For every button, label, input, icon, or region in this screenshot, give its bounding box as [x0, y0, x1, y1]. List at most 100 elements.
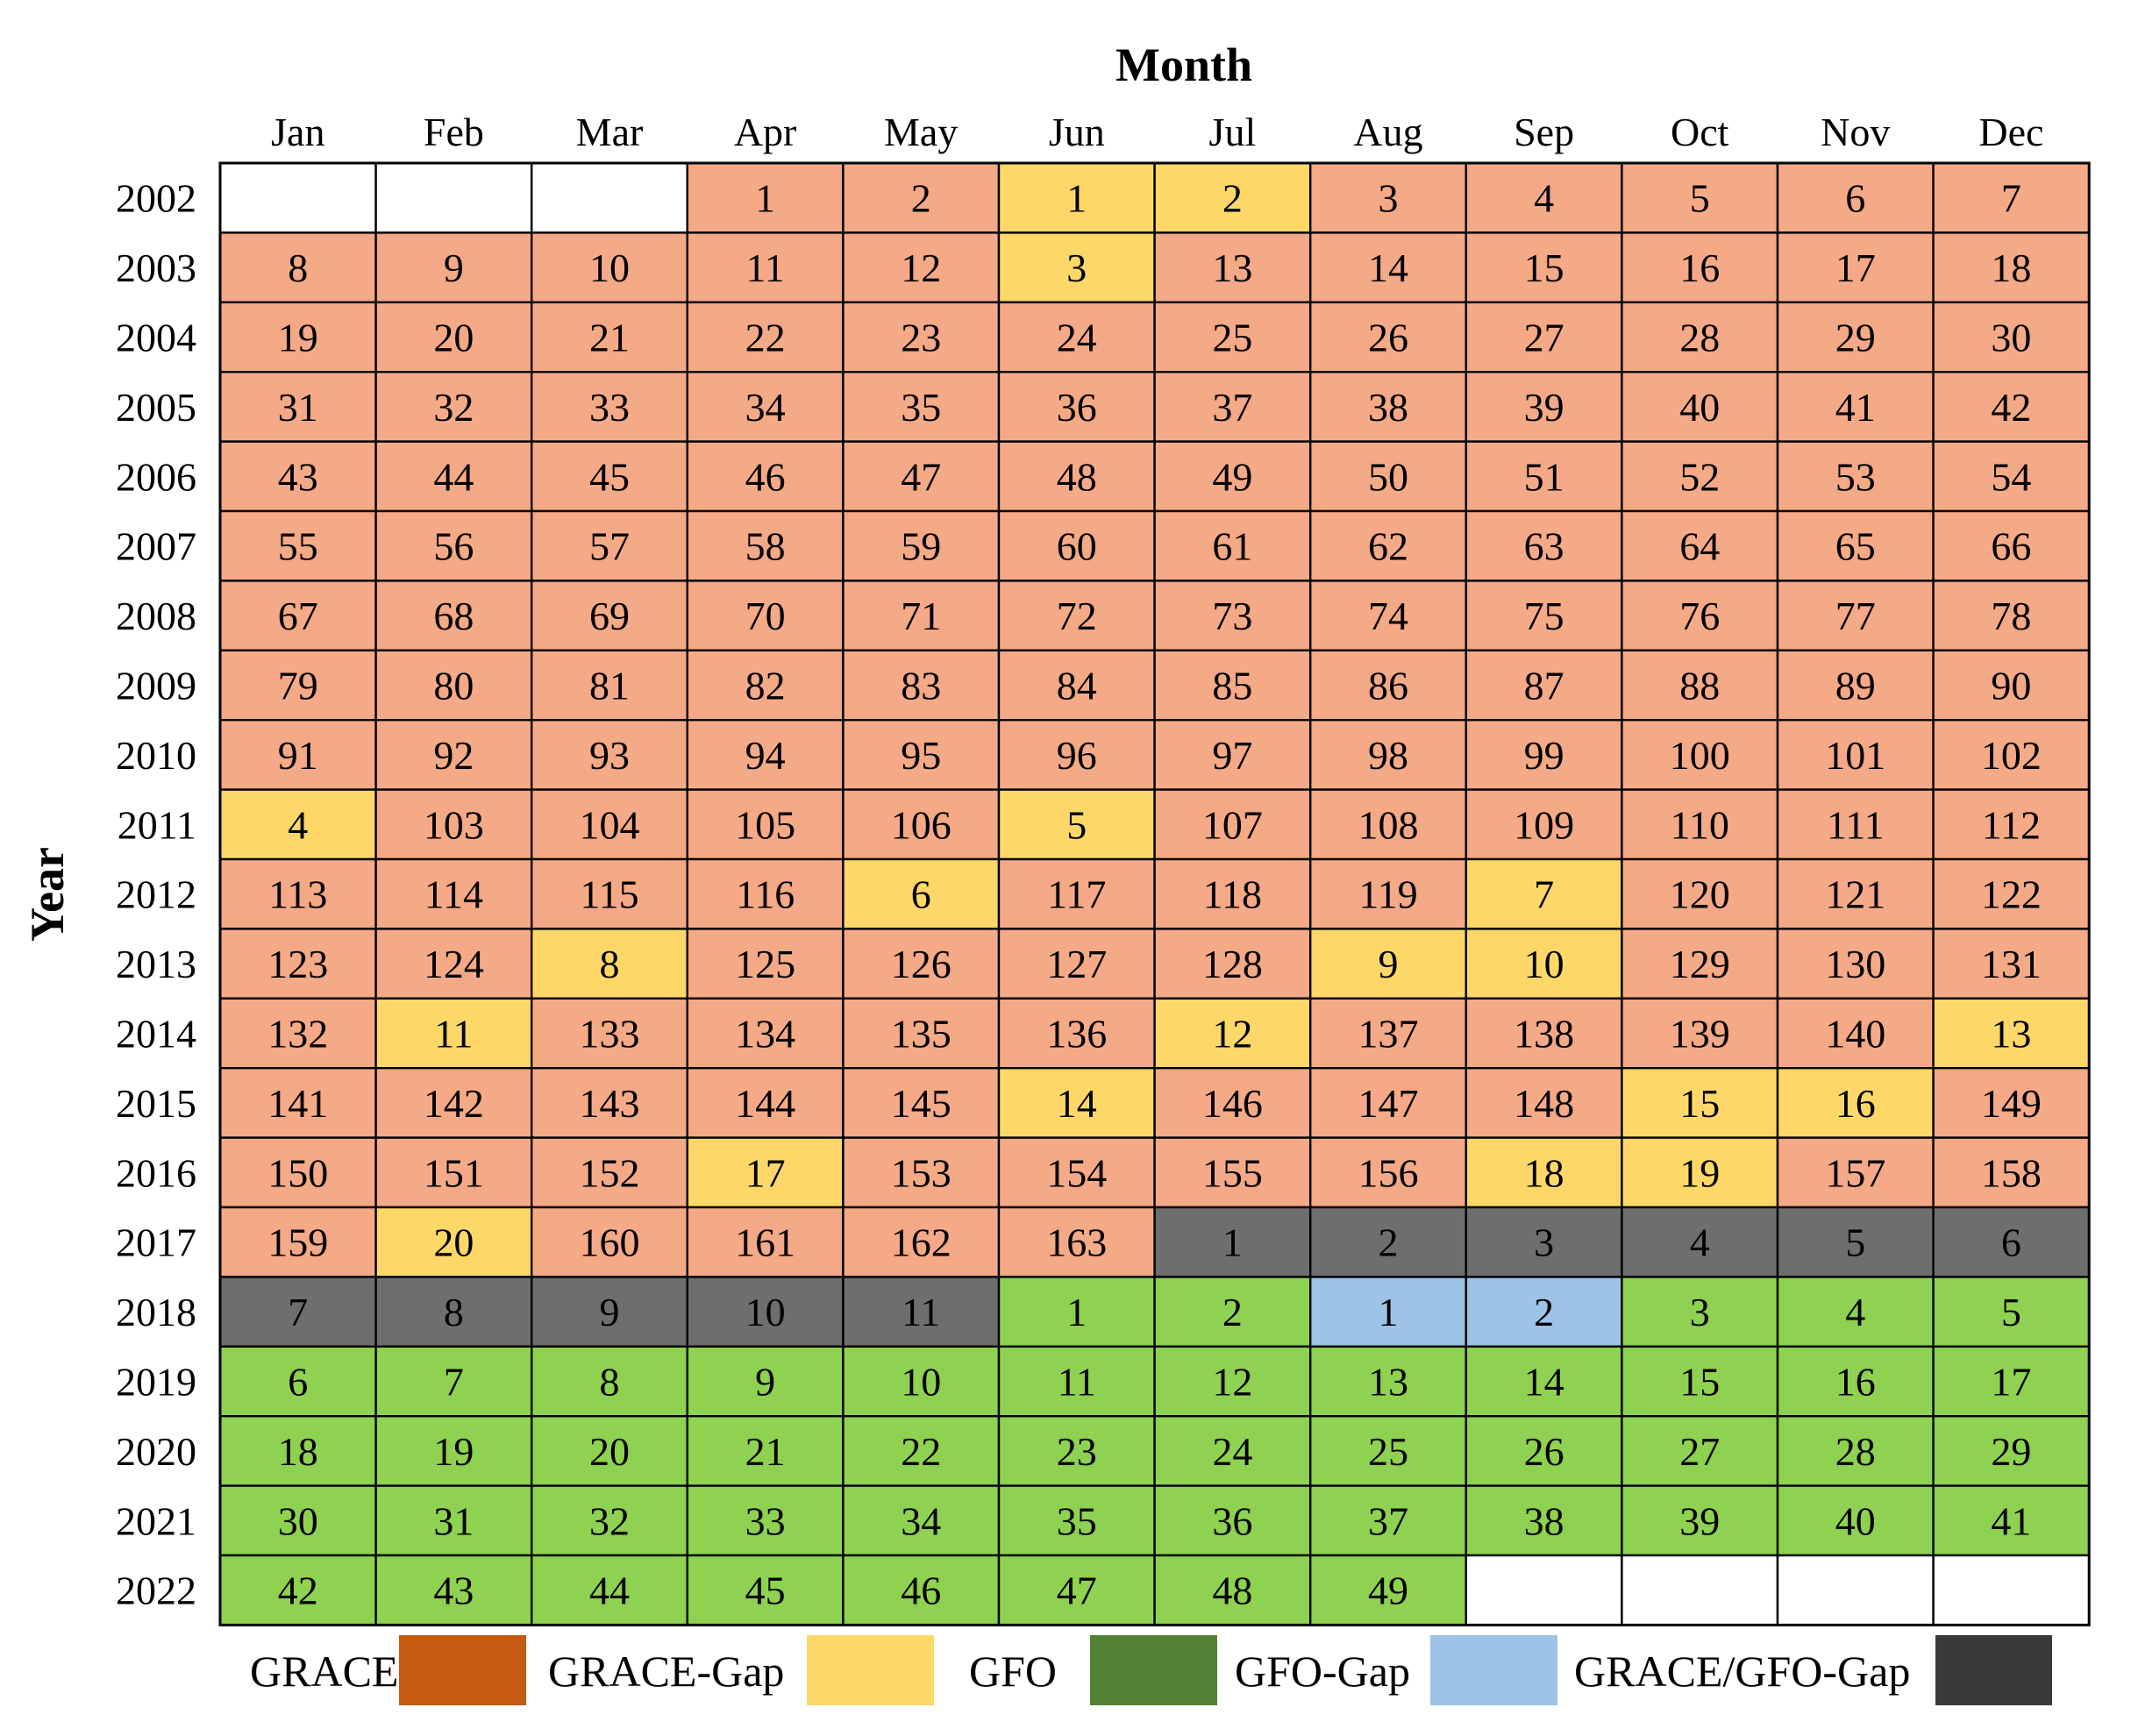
- table-cell-2010-mar: 93: [531, 719, 689, 791]
- cell-label: 2: [1379, 1220, 1399, 1265]
- cell-fill: [842, 857, 1001, 930]
- table-cell-2003-apr: 11: [686, 231, 845, 303]
- cell-label: 7: [288, 1290, 308, 1334]
- table-cell-2018-mar: 9: [531, 1276, 689, 1348]
- cell-label: 10: [589, 245, 630, 290]
- table-cell-2008-feb: 68: [374, 580, 533, 652]
- table-cell-2017-mar: 160: [531, 1206, 689, 1278]
- cell-fill: [1776, 1206, 1935, 1278]
- table-cell-2016-jun: 154: [997, 1136, 1156, 1209]
- cell-label: 10: [901, 1360, 941, 1405]
- cell-fill: [842, 1276, 1001, 1348]
- cell-fill: [1776, 1136, 1935, 1209]
- cell-label: 149: [1981, 1081, 2042, 1126]
- cell-label: 18: [1991, 245, 2031, 290]
- cell-label: 8: [600, 942, 620, 986]
- cell-label: 93: [589, 733, 630, 778]
- cell-label: 23: [901, 316, 941, 360]
- table-cell-2006-oct: 52: [1621, 440, 1779, 513]
- cell-label: 77: [1835, 594, 1876, 638]
- cell-label: 82: [745, 664, 786, 708]
- table-cell-2010-jun: 96: [997, 719, 1156, 791]
- cell-label: 152: [580, 1150, 640, 1195]
- cell-fill: [842, 997, 1001, 1070]
- cell-fill: [1153, 788, 1312, 861]
- cell-label: 13: [1991, 1012, 2031, 1057]
- cell-fill: [218, 580, 377, 652]
- cell-fill: [1621, 231, 1779, 303]
- month-tick-apr: Apr: [734, 110, 797, 154]
- cell-label: 73: [1212, 594, 1252, 638]
- year-tick-2005: 2005: [116, 385, 196, 430]
- cell-fill: [218, 1206, 377, 1278]
- table-cell-2003-jul: 13: [1153, 231, 1312, 303]
- cell-label: 84: [1057, 664, 1097, 708]
- cell-fill: [374, 1484, 533, 1557]
- cell-fill: [1153, 1276, 1312, 1348]
- table-cell-2002-mar: [531, 161, 689, 234]
- cell-fill: [1153, 301, 1312, 374]
- table-cell-2019-may: 10: [842, 1345, 1001, 1418]
- cell-fill: [1621, 1345, 1779, 1418]
- cell-fill: [531, 161, 689, 234]
- cell-fill: [997, 649, 1156, 722]
- cell-label: 36: [1057, 385, 1097, 430]
- cell-label: 1: [1066, 176, 1087, 221]
- table-cell-2007-nov: 65: [1776, 509, 1935, 582]
- table-cell-2004-jul: 25: [1153, 301, 1312, 374]
- cell-label: 38: [1368, 385, 1408, 430]
- cell-fill: [531, 1136, 689, 1209]
- table-cell-2008-oct: 76: [1621, 580, 1779, 652]
- table-cell-2013-jan: 123: [218, 928, 377, 1000]
- table-cell-2003-aug: 14: [1308, 231, 1467, 303]
- table-cell-2004-mar: 21: [531, 301, 689, 374]
- table-cell-2010-aug: 98: [1308, 719, 1467, 791]
- table-cell-2002-aug: 3: [1308, 161, 1467, 234]
- cell-label: 3: [1066, 245, 1087, 290]
- table-cell-2014-sep: 138: [1465, 997, 1623, 1070]
- table-cell-2017-nov: 5: [1776, 1206, 1935, 1278]
- table-cell-2005-dec: 42: [1932, 371, 2091, 443]
- cell-label: 104: [580, 802, 640, 847]
- table-cell-2019-dec: 17: [1932, 1345, 2091, 1418]
- year-tick-2004: 2004: [116, 316, 196, 360]
- table-cell-2005-jul: 37: [1153, 371, 1312, 443]
- table-cell-2006-mar: 45: [531, 440, 689, 513]
- cell-label: 1: [1222, 1220, 1243, 1265]
- table-cell-2015-oct: 15: [1621, 1066, 1779, 1139]
- cell-label: 136: [1046, 1012, 1107, 1057]
- cell-fill: [1621, 857, 1779, 930]
- cell-fill: [1465, 928, 1623, 1000]
- cell-label: 126: [891, 942, 951, 986]
- year-tick-2022: 2022: [116, 1569, 196, 1613]
- cell-fill: [1308, 231, 1467, 303]
- table-cell-2009-jul: 85: [1153, 649, 1312, 722]
- cell-fill: [1621, 719, 1779, 791]
- table-cell-2003-oct: 16: [1621, 231, 1779, 303]
- cell-label: 83: [901, 664, 941, 708]
- table-cell-2012-nov: 121: [1776, 857, 1935, 930]
- cell-label: 33: [589, 385, 630, 430]
- table-cell-2022-jul: 48: [1153, 1554, 1312, 1626]
- cell-label: 87: [1524, 664, 1564, 708]
- cell-label: 47: [901, 454, 941, 499]
- cell-label: 139: [1670, 1012, 1730, 1057]
- cell-fill: [1776, 231, 1935, 303]
- table-cell-2021-oct: 39: [1621, 1484, 1779, 1557]
- cell-fill: [686, 509, 845, 582]
- table-cell-2020-sep: 26: [1465, 1414, 1623, 1487]
- table-cell-2021-aug: 37: [1308, 1484, 1467, 1557]
- month-tick-jul: Jul: [1209, 110, 1257, 154]
- cell-label: 109: [1514, 802, 1574, 847]
- table-cell-2002-dec: 7: [1932, 161, 2091, 234]
- cell-label: 127: [1046, 942, 1107, 986]
- cell-label: 48: [1057, 454, 1097, 499]
- cell-fill: [1308, 1066, 1467, 1139]
- table-cell-2019-jan: 6: [218, 1345, 377, 1418]
- cell-label: 121: [1825, 872, 1885, 917]
- cell-label: 43: [433, 1569, 474, 1613]
- table-cell-2006-jul: 49: [1153, 440, 1312, 513]
- table-cell-2004-jan: 19: [218, 301, 377, 374]
- year-tick-2017: 2017: [116, 1220, 196, 1265]
